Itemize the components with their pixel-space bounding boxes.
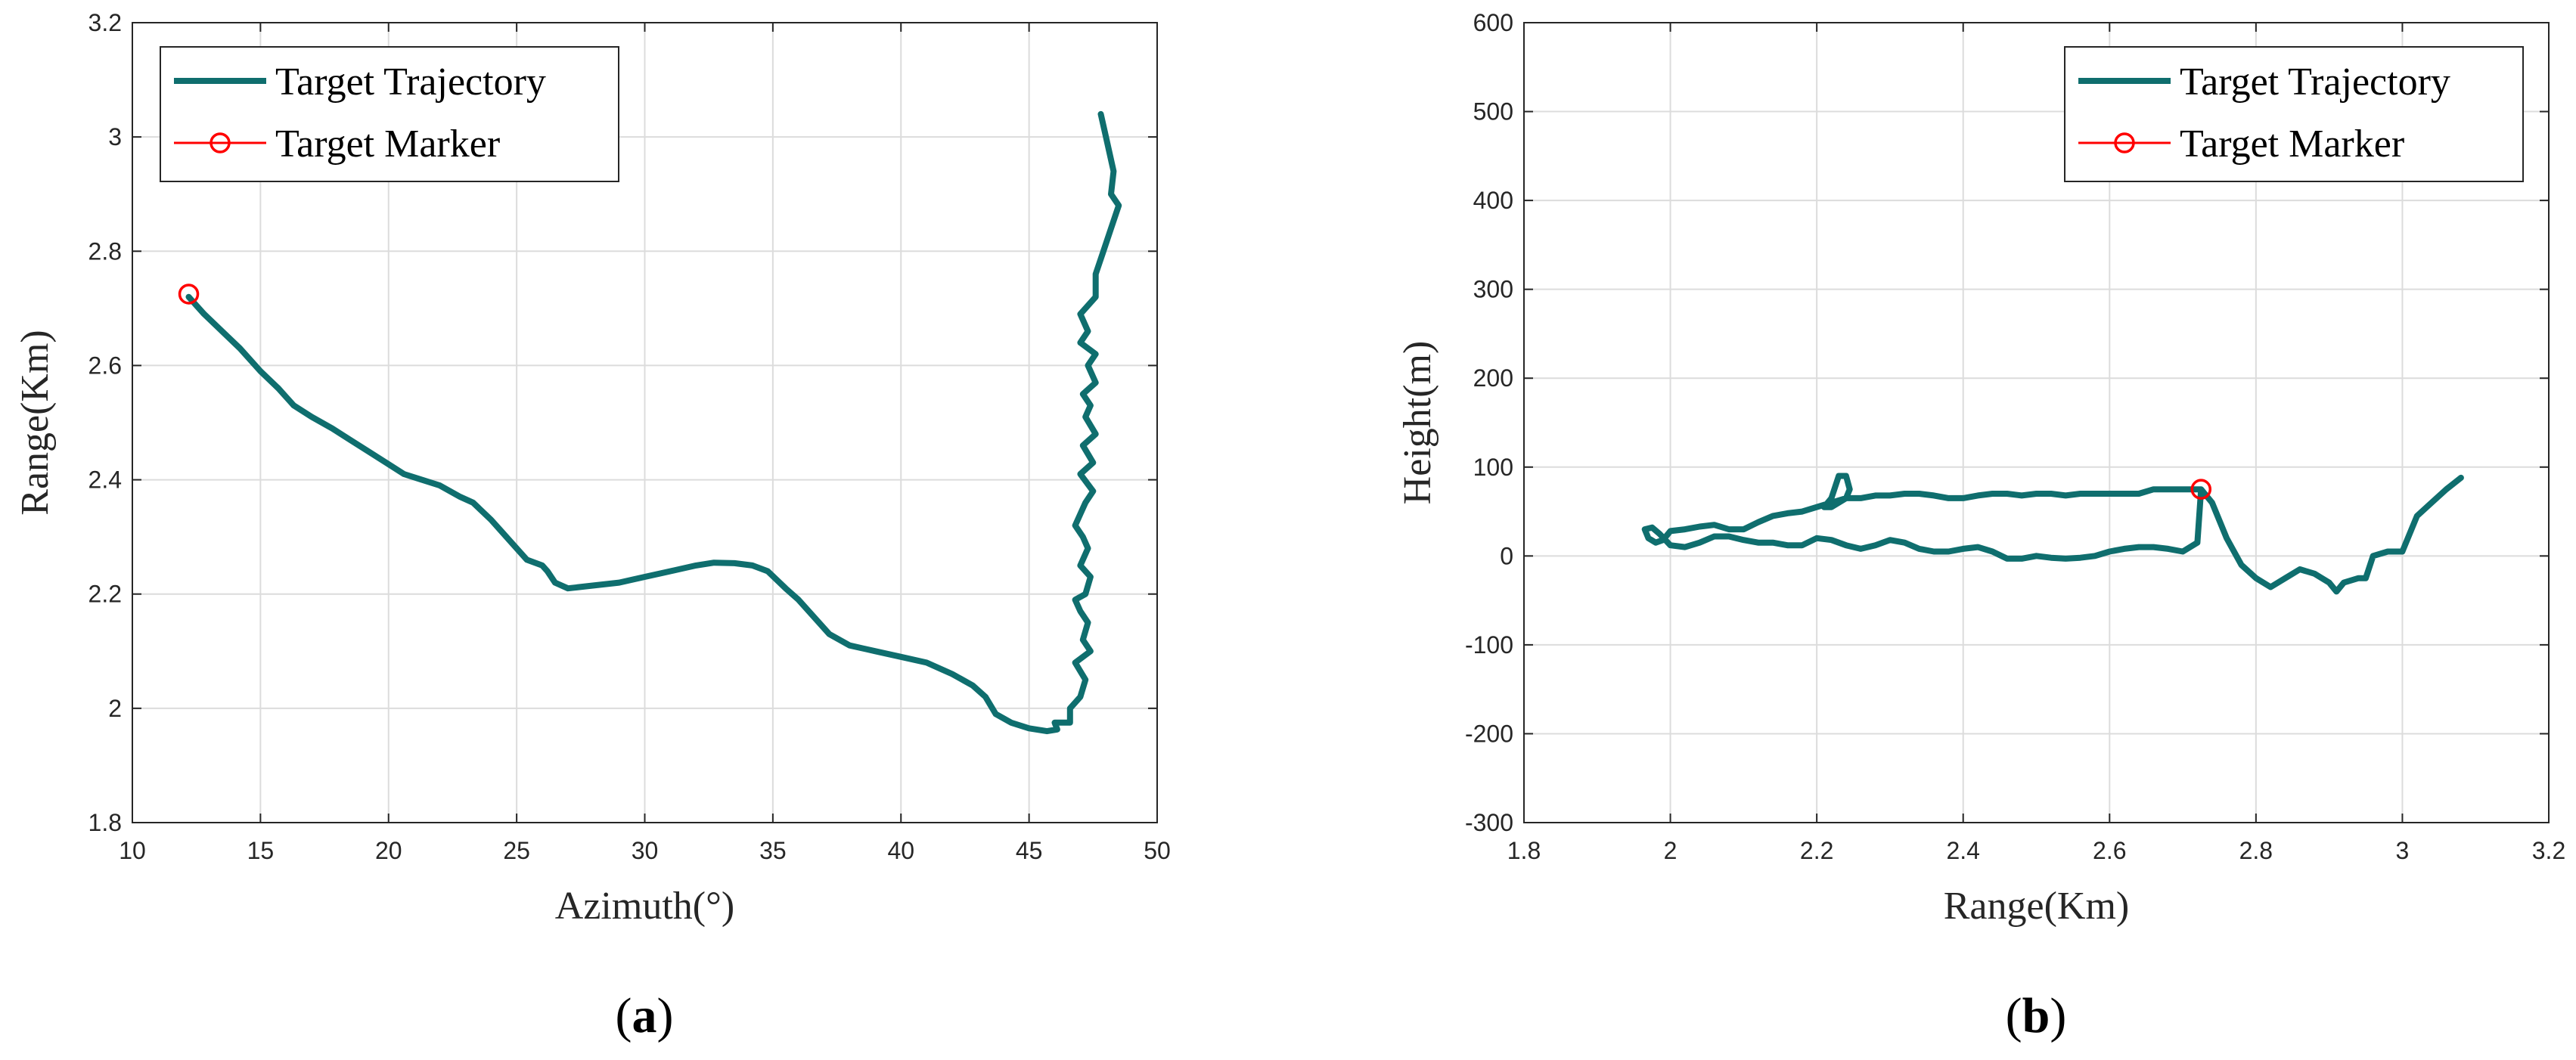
- panel-label-open: (: [2006, 988, 2022, 1043]
- y-tick-label: 600: [1473, 9, 1513, 36]
- x-tick-label: 2.2: [1800, 837, 1833, 864]
- x-tick-label: 30: [632, 837, 659, 864]
- target-marker-point: [2190, 479, 2212, 500]
- axes-frame: [132, 22, 1158, 823]
- target-marker-point: [178, 284, 200, 305]
- x-tick-label: 2: [1664, 837, 1678, 864]
- legend-trajectory-label: Target Trajectory: [275, 60, 546, 104]
- panel-label-letter: a: [632, 988, 657, 1043]
- x-tick-label: 3.2: [2532, 837, 2565, 864]
- y-tick-label: 1.8: [88, 809, 122, 836]
- trajectory-line: [185, 110, 1122, 735]
- x-tick-label: 40: [887, 837, 914, 864]
- x-tick-label: 15: [247, 837, 275, 864]
- x-tick-label: 35: [759, 837, 787, 864]
- x-axis-label: Range(Km): [1944, 885, 2129, 928]
- trajectory-line: [1641, 473, 2464, 595]
- y-tick-label: 200: [1473, 364, 1513, 392]
- panel-label-open: (: [616, 988, 632, 1043]
- legend-marker-label: Target Marker: [2180, 122, 2404, 166]
- axes-frame: [1523, 22, 2550, 823]
- x-tick-label: 2.6: [2093, 837, 2126, 864]
- y-tick-label: -300: [1465, 809, 1513, 836]
- legend-marker-swatch-circle: [209, 132, 231, 153]
- legend-box: [160, 46, 619, 182]
- y-tick-label: 2.4: [88, 466, 122, 494]
- y-tick-label: 2: [108, 695, 122, 722]
- x-tick-label: 1.8: [1507, 837, 1541, 864]
- legend-box: [2064, 46, 2524, 182]
- y-tick-label: 3.2: [88, 9, 122, 36]
- y-tick-label: 300: [1473, 276, 1513, 303]
- y-axis-label: Height(m): [1396, 341, 1439, 505]
- y-tick-label: 100: [1473, 454, 1513, 481]
- y-tick-label: 3: [108, 123, 122, 150]
- panel-label-letter: b: [2022, 988, 2050, 1043]
- y-tick-label: 2.8: [88, 237, 122, 265]
- x-tick-label: 45: [1016, 837, 1043, 864]
- y-tick-label: 2.6: [88, 352, 122, 379]
- y-tick-label: 2.2: [88, 581, 122, 608]
- x-axis-label: Azimuth(°): [555, 885, 734, 928]
- y-tick-label: -100: [1465, 631, 1513, 659]
- x-tick-label: 2.8: [2239, 837, 2273, 864]
- panel-label: (b): [2006, 988, 2067, 1043]
- x-tick-label: 50: [1144, 837, 1171, 864]
- x-tick-label: 25: [503, 837, 530, 864]
- y-tick-label: 0: [1500, 542, 1513, 569]
- x-tick-label: 2.4: [1946, 837, 1979, 864]
- y-tick-label: -200: [1465, 720, 1513, 747]
- x-tick-label: 10: [119, 837, 146, 864]
- panel-label-close: ): [2050, 988, 2066, 1043]
- y-axis-label: Range(Km): [14, 330, 57, 515]
- panel-b: 1.8 2 2.2 2.4 2.6 2.8 3 3.2 -300 -200 -100 0 100 200 3…: [1396, 9, 2565, 1043]
- y-tick-label: 500: [1473, 98, 1513, 126]
- legend-marker-swatch-circle: [2114, 132, 2135, 153]
- x-tick-label: 3: [2396, 837, 2410, 864]
- legend-marker-label: Target Marker: [275, 122, 500, 166]
- panel-a: 10 15 20 25 30 35 40 45 50 1.8 2 2.2 2.4 2.6 2.8 3 3.2 Az…: [14, 9, 1171, 1043]
- legend-trajectory-label: Target Trajectory: [2180, 60, 2450, 104]
- y-tick-label: 400: [1473, 187, 1513, 214]
- panel-label-close: ): [657, 988, 674, 1043]
- panel-label: (a): [616, 988, 674, 1043]
- x-tick-label: 20: [375, 837, 402, 864]
